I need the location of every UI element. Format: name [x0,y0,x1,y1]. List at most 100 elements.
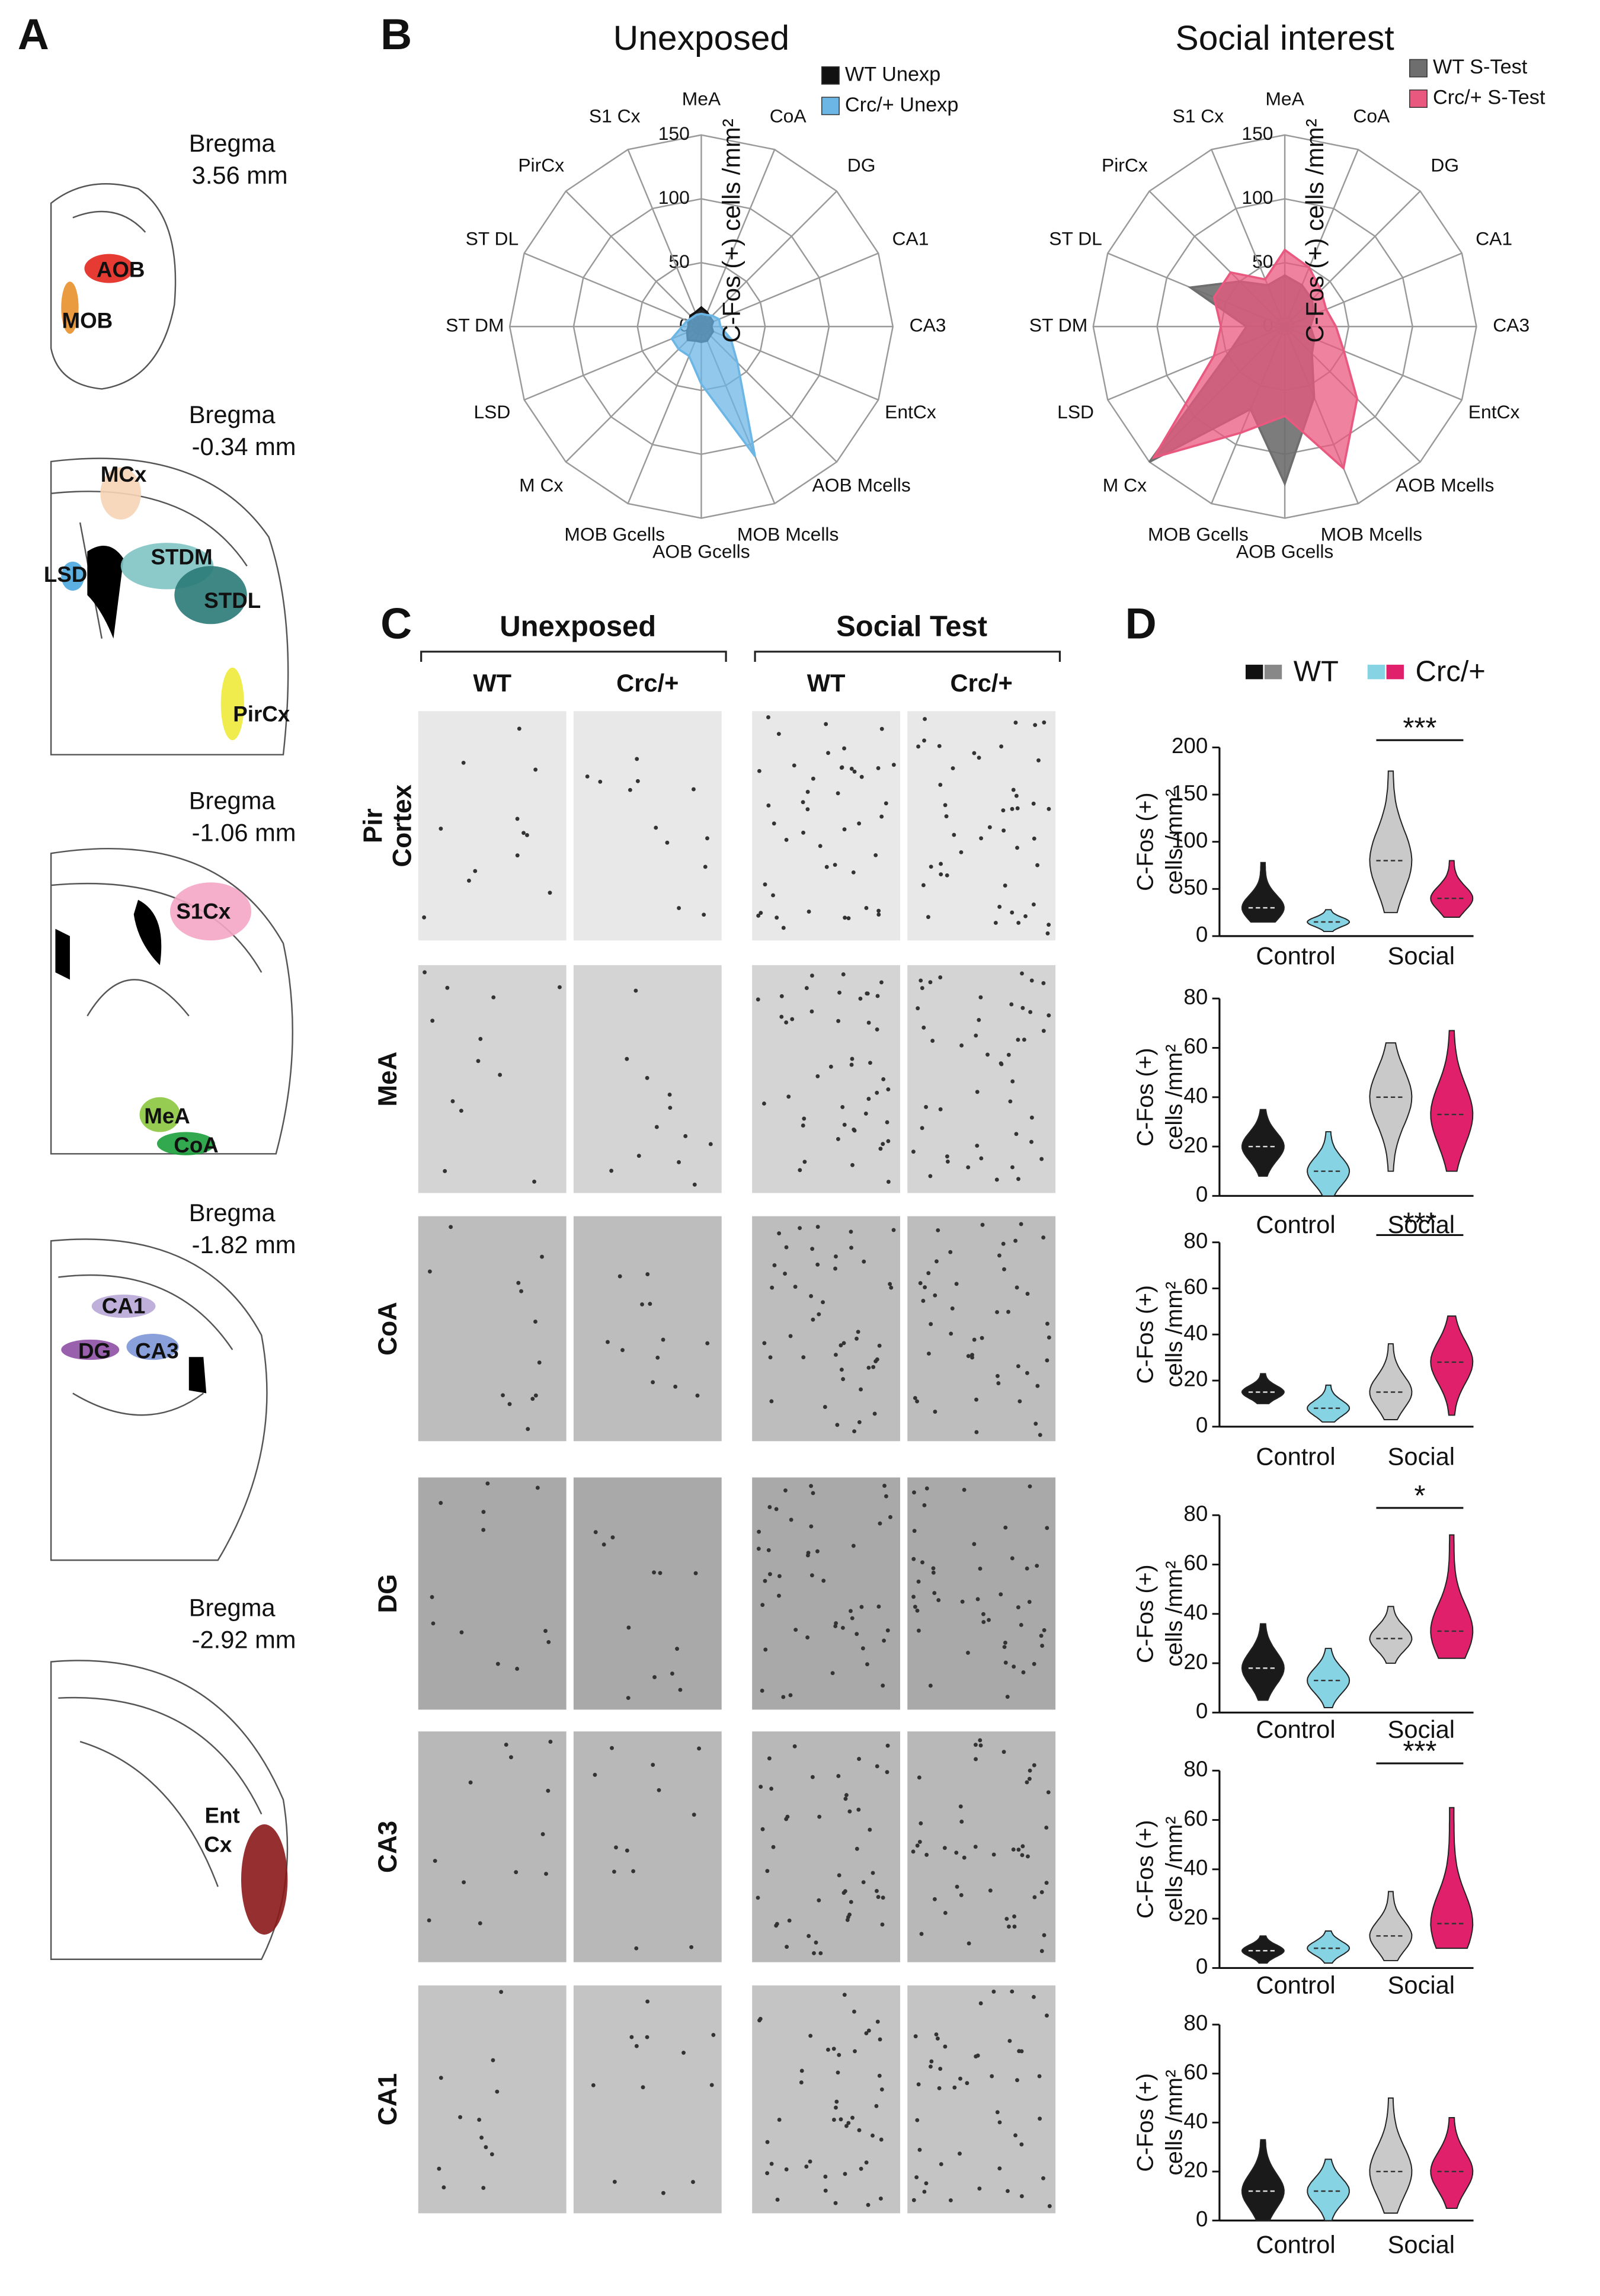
violin [1430,1807,1474,1949]
r-tick-label: 150 [658,123,690,144]
cell-dot [889,1285,894,1290]
row-label: MeA [373,1052,402,1107]
x-tick-label: Control [1256,2231,1335,2259]
cell-dot [810,1247,815,1251]
cell-dot [1028,1768,1032,1773]
cell-dot [972,1337,977,1342]
cell-dot [668,1106,673,1110]
cell-dot [1021,1670,1026,1674]
cell-dot [811,776,815,781]
cell-dot [614,1845,618,1850]
cell-dot [1047,806,1051,811]
cell-dot [817,1814,822,1819]
cell-dot [924,1852,929,1857]
violin [1307,1131,1351,1197]
micrograph [752,711,901,941]
cell-dot [916,1579,921,1584]
cell-dot [885,1743,890,1748]
cell-dot [841,972,846,976]
cell-dot [792,763,796,768]
cell-dot [775,1922,779,1926]
micrograph [418,965,567,1193]
cell-dot [1014,793,1019,798]
row-label-line: CoA [373,1302,402,1356]
cell-dot [667,1093,672,1097]
cell-dot [958,2151,962,2156]
cell-dot [978,1738,983,1743]
cell-dot [783,1488,788,1493]
bregma-label: Bregma [189,401,276,428]
cell-dot [866,1097,871,1101]
cell-dot [767,1756,772,1761]
cell-dot [1009,1002,1014,1007]
cell-dot [430,1594,434,1599]
cell-dot [880,1922,885,1927]
column-label: Crc/+ [616,669,679,697]
cell-dot [1039,1634,1044,1638]
legend-label: Crc/+ [1416,655,1486,687]
cell-dot [1047,2204,1052,2208]
micrograph [418,711,567,941]
cell-dot [921,883,926,888]
legend-swatch [1409,89,1428,108]
y-tick-label: 60 [1183,2060,1208,2084]
cell-dot [882,1638,887,1643]
category-label: CA3 [1493,315,1529,336]
cell-dot [815,1074,820,1078]
region-label: MeA [144,1104,190,1128]
cell-dot [837,990,841,995]
cell-dot [1016,1037,1020,1042]
cell-dot [977,2186,982,2191]
cell-dot [484,2145,488,2150]
x-tick-label: Social [1388,2231,1455,2259]
violin [1307,1384,1351,1423]
y-tick-label: 40 [1183,1856,1208,1880]
cell-dot [876,908,881,913]
cell-dot [801,830,805,835]
cell-dot [765,1869,770,1874]
cell-dot [1040,1644,1045,1648]
y-tick-label: 20 [1183,1133,1208,1157]
cell-dot [1038,2116,1042,2121]
cell-dot [1006,2189,1010,2193]
cell-dot [809,1573,814,1578]
cell-dot [793,1285,798,1289]
cell-dot [997,1253,1001,1258]
micrograph [418,1731,567,1962]
cell-dot [805,1553,810,1558]
cell-dot [1027,1600,1032,1604]
cell-dot [427,1918,431,1923]
cell-dot [875,1027,879,1032]
cell-dot [519,1289,523,1293]
cell-dot [833,1266,837,1271]
cell-dot [543,1629,548,1633]
cell-dot [1012,1924,1017,1929]
y-tick-label: 60 [1183,1034,1208,1058]
cell-dot [877,2073,882,2078]
cell-dot [938,975,943,979]
cell-dot [931,1570,936,1575]
legend-label: Crc/+ Unexp [845,94,958,116]
cell-dot [911,2198,916,2202]
cell-dot [756,1546,761,1551]
cell-dot [491,2058,495,2063]
cell-dot [841,1377,846,1381]
cell-dot [997,2120,1002,2125]
cell-dot [879,814,884,819]
cell-dot [1002,1645,1007,1650]
cell-dot [756,997,760,1002]
bregma-level: 3.56 mm [192,161,288,189]
cell-dot [815,1262,820,1267]
region-label: MOB [62,308,113,332]
micrograph [907,1216,1056,1442]
cell-dot [919,978,923,983]
cell-dot [537,1360,542,1365]
violin [1430,1315,1474,1416]
brain-outline [50,1238,268,1561]
cell-dot [879,2137,884,2142]
cell-dot [980,1222,985,1227]
cell-dot [884,1494,888,1498]
cell-dot [759,911,763,915]
cell-dot [1019,2194,1024,2198]
cell-dot [771,1845,776,1849]
